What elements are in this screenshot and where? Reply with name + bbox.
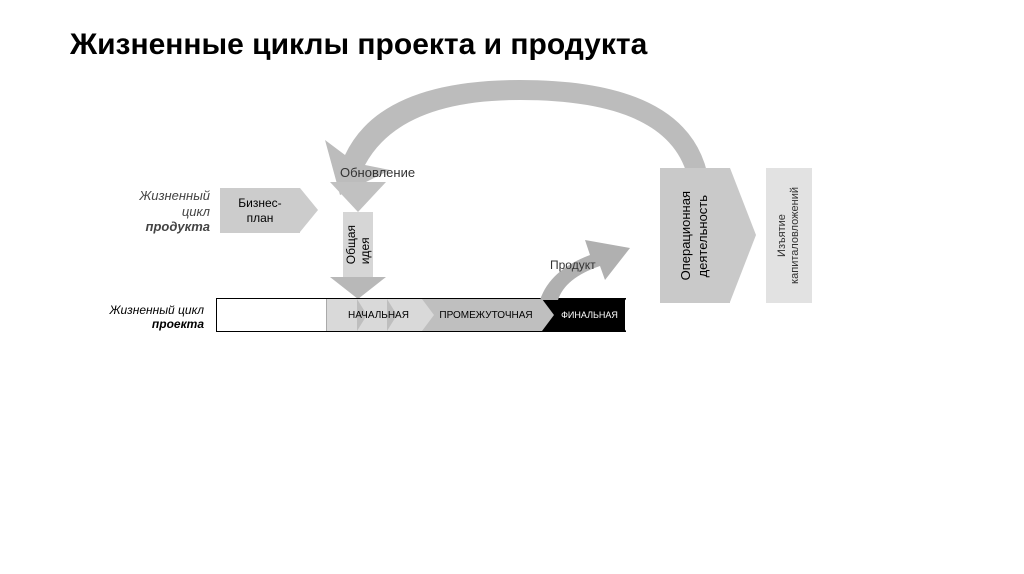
product-label: Продукт: [550, 258, 596, 272]
project-cycle-label: Жизненный цикл проекта: [100, 300, 210, 335]
product-cycle-line2: цикл: [182, 204, 210, 219]
arrow-head-bottom: [330, 277, 386, 299]
phase-intermediate-label: ПРОМЕЖУТОЧНАЯ: [439, 310, 532, 321]
idea-down-arrow: Общая идея: [330, 182, 386, 302]
project-cycle-strong: проекта: [152, 317, 204, 331]
lifecycle-diagram: Жизненный цикл продукта Бизнес- план Обн…: [130, 110, 890, 430]
project-bar-spacer: [217, 299, 327, 331]
page-title: Жизненные циклы проекта и продукта: [70, 28, 647, 62]
update-label: Обновление: [340, 165, 415, 180]
project-cycle-line1: Жизненный цикл: [109, 303, 204, 317]
phase-final-label: ФИНАЛЬНАЯ: [561, 310, 618, 320]
operations-text: Операционная деятельность: [678, 191, 712, 280]
withdrawal-box: Изъятие капиталовложений: [766, 168, 812, 303]
business-plan-text: Бизнес- план: [238, 196, 281, 225]
product-cycle-label: Жизненный цикл продукта: [100, 188, 210, 235]
general-idea-text: Общая идея: [344, 225, 372, 264]
product-cycle-strong: продукта: [146, 219, 210, 234]
phase-intermediate: ПРОМЕЖУТОЧНАЯ: [422, 299, 542, 331]
phase-divider: [357, 299, 367, 331]
product-cycle-line1: Жизненный: [139, 188, 210, 203]
arrow-shaft: Общая идея: [343, 212, 373, 277]
arrow-head-top: [330, 182, 386, 212]
withdrawal-text: Изъятие капиталовложений: [776, 187, 802, 284]
business-plan-box: Бизнес- план: [220, 188, 300, 233]
operations-box: Операционная деятельность: [660, 168, 730, 303]
phase-divider: [387, 299, 397, 331]
phase-initial: НАЧАЛЬНАЯ: [327, 299, 422, 331]
